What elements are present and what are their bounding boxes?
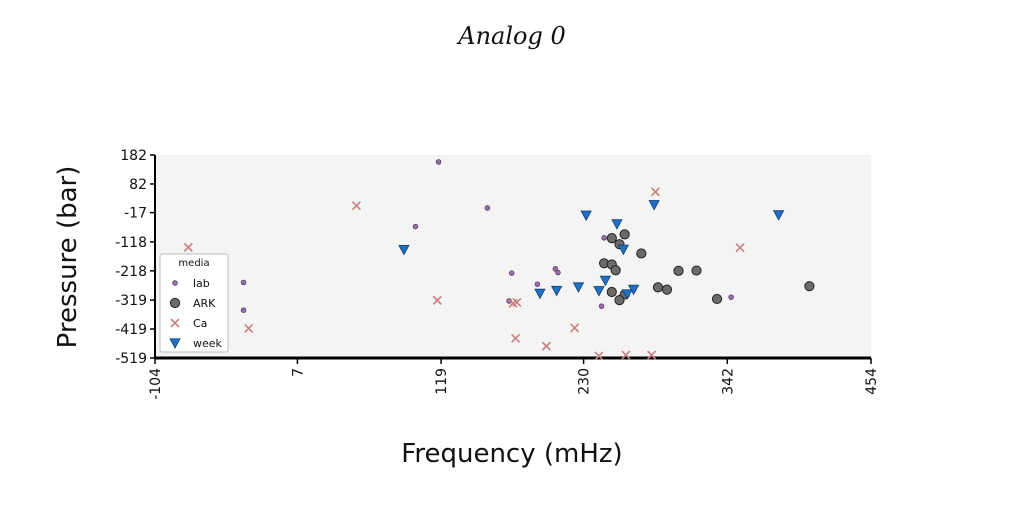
point-lab [241,308,246,313]
legend: media lab ARK Ca week [160,254,228,352]
point-ark [692,266,701,275]
point-lab [509,271,514,276]
point-ark [637,249,646,258]
plot-area [155,155,871,358]
point-ark [607,287,616,296]
x-tick-label: 119 [434,368,450,395]
point-lab [599,304,604,309]
x-axis: -104 7 119 230 342 454 [148,358,880,400]
x-tick-label: 342 [720,368,736,395]
y-tick-label: -17 [124,206,147,222]
y-tick-label: -319 [115,293,147,309]
legend-label-ark: ARK [193,297,216,310]
y-tick-label: -218 [115,264,147,280]
point-ark [805,282,814,291]
point-lab [535,282,540,287]
legend-marker-lab [173,281,178,286]
point-lab [485,206,490,211]
legend-label-week: week [193,337,223,350]
point-ark [620,230,629,239]
y-tick-label: -419 [115,322,147,338]
legend-label-ca: Ca [193,317,207,330]
point-ark [674,266,683,275]
x-tick-label: 7 [290,368,306,377]
point-lab [729,295,734,300]
point-ark [662,285,671,294]
legend-title: media [178,258,209,269]
legend-label-lab: lab [193,277,210,290]
chart-title: Analog 0 [456,22,565,50]
x-tick-label: 230 [577,368,593,395]
x-tick-label: -104 [148,368,164,400]
x-tick-label: 454 [864,368,880,395]
y-tick-label: -118 [115,235,147,251]
point-ark [653,283,662,292]
legend-marker-ark [170,298,179,307]
y-tick-label: 182 [120,148,147,164]
point-ark [607,234,616,243]
y-tick-label: -519 [115,351,147,367]
point-ark [712,294,721,303]
y-axis: 182 82 -17 -118 -218 -319 -419 -519 [115,148,155,367]
point-lab [413,224,418,229]
y-tick-label: 82 [129,177,147,193]
point-lab [241,280,246,285]
point-lab [436,160,441,165]
point-lab [556,270,561,275]
point-lab [602,235,607,240]
point-ark [611,266,620,275]
y-axis-label: Pressure (bar) [53,166,83,349]
point-ark [615,295,624,304]
x-axis-label: Frequency (mHz) [401,439,622,469]
